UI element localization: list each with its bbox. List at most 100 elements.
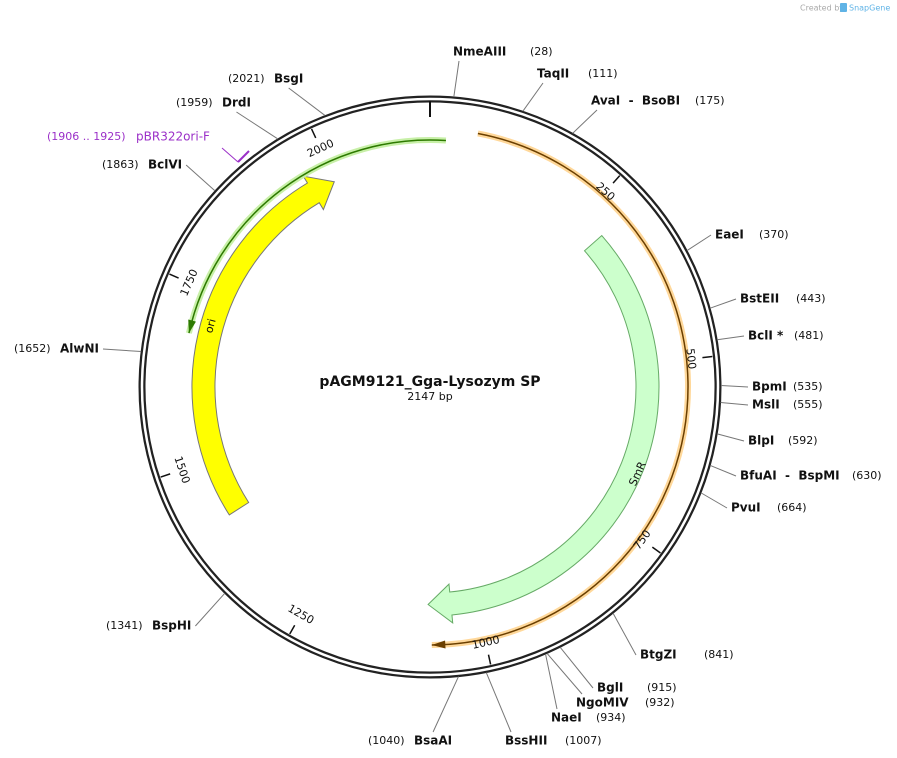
enzyme-leader (720, 402, 749, 406)
enzyme-leader (700, 492, 728, 509)
enzyme-name: BpmI (752, 380, 787, 394)
enzyme-name: PvuI (731, 501, 761, 515)
ruler-tick (310, 128, 317, 139)
feature-label: ori (202, 317, 218, 334)
ruler-label: 1250 (285, 602, 316, 627)
ruler-tick (289, 624, 296, 635)
ruler-label: 500 (683, 348, 698, 370)
enzyme-position: (592) (788, 434, 818, 447)
enzyme-leader (522, 82, 544, 112)
enzyme-position: (1007) (565, 734, 602, 747)
enzyme-leader (453, 60, 460, 98)
credit: Created by (800, 4, 844, 13)
enzyme-leader (546, 653, 583, 695)
ruler-tick (169, 273, 179, 279)
enzyme-name: BstEII (740, 292, 779, 306)
enzyme-name: BlpI (748, 434, 774, 448)
enzyme-position: (370) (759, 228, 789, 241)
ruler-tick (160, 473, 171, 478)
enzyme-position: (915) (647, 681, 677, 694)
primer-range: (1906 .. 1925) (47, 130, 126, 143)
enzyme-position: (28) (530, 45, 553, 58)
enzyme-name: BsgI (274, 72, 303, 86)
enzyme-position: (2021) (228, 72, 265, 85)
enzyme-name: BsaAI (414, 734, 452, 748)
ori-arrow (191, 175, 335, 516)
enzyme-leader (288, 87, 326, 116)
ruler-label: 1000 (471, 633, 501, 652)
primer-mark (237, 150, 250, 163)
enzyme-name: NgoMIV (576, 696, 629, 710)
enzyme-leader (236, 111, 279, 140)
enzyme-position: (443) (796, 292, 826, 305)
smr-arrow (427, 234, 660, 624)
ruler-label: 1500 (171, 455, 192, 486)
enzyme-name: NmeAIII (453, 45, 506, 59)
backbone-inner (140, 97, 720, 677)
enzyme-position: (1652) (14, 342, 51, 355)
enzyme-position: (1959) (176, 96, 213, 109)
enzyme-name: TaqII (537, 67, 569, 81)
enzyme-name: AlwNI (60, 342, 99, 356)
plasmid-length: 2147 bp (407, 390, 452, 403)
ruler-tick (702, 355, 713, 359)
enzyme-name: BspHI (152, 619, 191, 633)
orange-feature (431, 132, 689, 646)
enzyme-position: (175) (695, 94, 725, 107)
enzyme-leader (485, 672, 512, 733)
enzyme-leader (559, 646, 594, 689)
enzyme-leader (720, 385, 749, 388)
enzyme-position: (841) (704, 648, 734, 661)
brand: SnapGene (849, 4, 890, 13)
enzyme-name: BglI (597, 681, 623, 695)
enzyme-position: (555) (793, 398, 823, 411)
orange-feature-head (431, 640, 446, 649)
enzyme-name: MslI (752, 398, 780, 412)
enzyme-leader (102, 348, 142, 353)
ruler-label: 250 (593, 180, 617, 204)
enzyme-leader (710, 464, 737, 477)
enzyme-position: (481) (794, 329, 824, 342)
primer-name: pBR322ori-F (136, 130, 210, 144)
ruler-tick (612, 175, 621, 184)
enzyme-name: AvaI - BsoBI (591, 94, 680, 108)
green-feature (188, 139, 446, 334)
enzyme-leader (545, 653, 558, 710)
enzyme-name: BtgZI (640, 648, 677, 662)
ruler-label: 1750 (178, 267, 201, 298)
enzyme-leader (195, 592, 226, 627)
enzyme-name: DrdI (222, 96, 251, 110)
enzyme-position: (630) (852, 469, 882, 482)
enzyme-position: (1341) (106, 619, 143, 632)
enzyme-leader (709, 298, 737, 309)
plasmid-name: pAGM9121_Gga-Lysozym SP (319, 374, 540, 390)
enzyme-position: (932) (645, 696, 675, 709)
enzyme-position: (1863) (102, 158, 139, 171)
enzyme-leader (717, 335, 745, 341)
primer-leader (221, 147, 239, 163)
green-feature-head (188, 319, 196, 334)
enzyme-name: EaeI (715, 228, 744, 242)
ruler-tick (651, 546, 661, 554)
enzyme-leader (612, 612, 637, 656)
enzyme-leader (432, 676, 459, 733)
logo (840, 3, 847, 12)
enzyme-leader (185, 164, 216, 192)
enzyme-position: (1040) (368, 734, 405, 747)
enzyme-position: (934) (596, 711, 626, 724)
enzyme-name: BclI * (748, 329, 784, 343)
enzyme-position: (535) (793, 380, 823, 393)
ruler-label: 2000 (305, 137, 336, 160)
enzyme-position: (664) (777, 501, 807, 514)
enzyme-position: (111) (588, 67, 618, 80)
enzyme-name: BclVI (148, 158, 182, 172)
enzyme-leader (572, 109, 598, 134)
enzyme-leader (717, 433, 745, 442)
features (186, 130, 691, 649)
enzyme-name: BfuAI - BspMI (740, 469, 840, 483)
enzyme-name: NaeI (551, 711, 582, 725)
ruler-tick (487, 654, 492, 665)
enzyme-leader (686, 234, 712, 251)
enzyme-name: BssHII (505, 734, 547, 748)
